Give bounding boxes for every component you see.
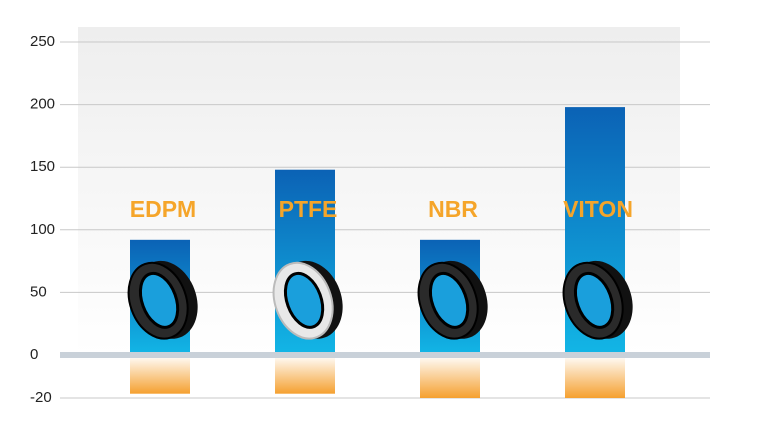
- seal-hole: [573, 271, 615, 329]
- category-label: PTFE: [279, 196, 338, 222]
- category-label: NBR: [428, 196, 478, 222]
- y-tick-label: 50: [30, 283, 47, 300]
- category-label: VITON: [563, 196, 633, 222]
- bar: [565, 355, 625, 398]
- seal-hole: [428, 271, 470, 329]
- y-tick-label: 150: [30, 158, 55, 175]
- y-tick-label: 100: [30, 221, 55, 238]
- category-label: EDPM: [130, 196, 196, 222]
- seal-icon: [562, 260, 633, 340]
- seal-icon: [127, 260, 198, 340]
- y-tick-label: 250: [30, 33, 55, 50]
- y-tick-label: 0: [30, 346, 38, 363]
- seal-hole: [283, 271, 325, 329]
- y-tick-label: -20: [30, 389, 52, 406]
- y-tick-label: 200: [30, 96, 55, 113]
- bar: [275, 355, 335, 394]
- seal-icon: [417, 260, 488, 340]
- bar: [130, 355, 190, 394]
- seal-hole: [138, 271, 180, 329]
- seal-icon: [272, 260, 343, 340]
- bar: [420, 355, 480, 398]
